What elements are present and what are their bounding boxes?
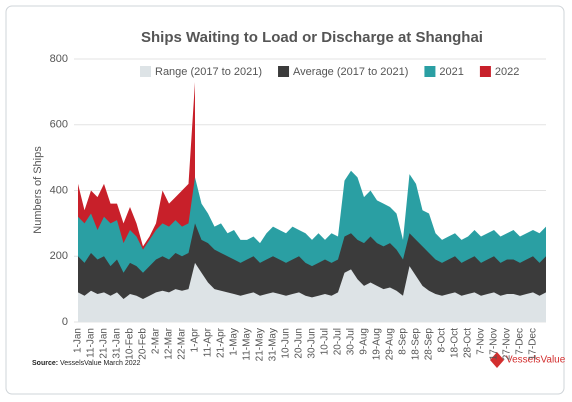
x-tick-label: 10-Jul <box>320 328 331 355</box>
x-tick-label: 21-Apr <box>216 327 227 358</box>
y-tick-label: 200 <box>50 250 68 262</box>
x-tick-label: 28-Oct <box>463 328 474 358</box>
x-tick-label: 12-Mar <box>164 327 175 359</box>
x-tick-label: 31-Jan <box>112 328 123 359</box>
x-tick-label: 17-Dec <box>528 328 539 360</box>
y-tick-label: 600 <box>50 119 68 131</box>
legend-label: 2022 <box>495 66 519 78</box>
x-tick-label: 28-Sep <box>424 328 435 361</box>
x-tick-label: 20-Jul <box>333 328 344 355</box>
source: VesselsValue March 2022 <box>60 360 141 367</box>
legend-swatch <box>278 66 290 77</box>
x-tick-label: 8-Sep <box>398 328 409 355</box>
x-tick-label: 11-Jan <box>86 328 97 358</box>
x-tick-label: 8-Oct <box>437 328 448 353</box>
chart-title: Ships Waiting to Load or Discharge at Sh… <box>141 29 483 46</box>
logo: VesselsValue <box>506 355 566 366</box>
legend-label: Average (2017 to 2021) <box>293 66 408 78</box>
y-tick-label: 800 <box>50 53 68 65</box>
x-tick-label: 30-Jul <box>346 328 357 355</box>
x-tick-label: 30-Jun <box>307 328 318 359</box>
x-tick-label: 20-Jun <box>294 328 305 359</box>
x-tick-label: 1-May <box>229 328 240 356</box>
x-tick-label: 1-Apr <box>190 327 201 352</box>
area <box>78 262 546 322</box>
legend-swatch <box>140 66 151 77</box>
x-tick-label: 7-Nov <box>476 328 487 355</box>
x-tick-label: 2-Mar <box>151 327 162 354</box>
x-tick-label: 18-Sep <box>411 328 422 361</box>
x-tick-label: 19-Aug <box>372 328 383 360</box>
x-tick-label: 21-Jan <box>99 328 110 359</box>
x-tick-label: 7-Dec <box>515 328 526 355</box>
x-tick-label: 9-Aug <box>359 328 370 355</box>
legend-swatch <box>424 66 436 77</box>
legend-label: Range (2017 to 2021) <box>155 66 262 78</box>
x-tick-label: 18-Oct <box>450 328 461 358</box>
y-tick-label: 0 <box>62 316 68 328</box>
x-tick-label: 22-Mar <box>177 327 188 359</box>
x-tick-label: 17-Nov <box>489 328 500 360</box>
x-tick-label: 29-Aug <box>385 328 396 360</box>
x-tick-label: 10-Feb <box>125 328 136 360</box>
y-axis-label: Numbers of Ships <box>32 146 44 234</box>
x-tick-label: 20-Feb <box>138 328 149 360</box>
x-tick-label: 11-May <box>242 328 253 361</box>
x-tick-label: 21-May <box>255 328 266 361</box>
legend-label: 2021 <box>439 66 463 78</box>
source-label: Source: <box>32 360 58 367</box>
x-tick-label: 1-Jan <box>73 328 84 353</box>
y-tick-label: 400 <box>50 184 68 196</box>
legend-swatch <box>479 66 491 77</box>
x-tick-label: 27-Nov <box>502 328 513 360</box>
x-tick-label: 31-May <box>268 328 279 361</box>
x-tick-label: 10-Jun <box>281 328 292 359</box>
logo-icon <box>490 352 504 368</box>
x-tick-label: 11-Apr <box>203 327 214 357</box>
